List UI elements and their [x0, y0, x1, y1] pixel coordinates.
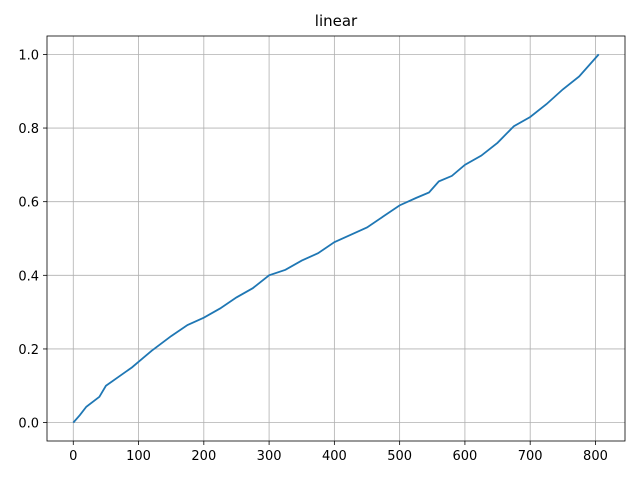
plot-frame	[46, 35, 626, 442]
x-tick-label: 400	[322, 449, 347, 464]
data-line	[72, 53, 600, 424]
x-tick-label: 500	[387, 449, 412, 464]
x-tick-label: 300	[257, 449, 282, 464]
y-tick-label: 0.2	[18, 343, 39, 358]
y-tick-label: 1.0	[18, 48, 39, 63]
x-tick-label: 600	[453, 449, 478, 464]
y-tick-label: 0.6	[18, 196, 39, 211]
x-tick-label: 100	[126, 449, 151, 464]
y-tick-label: 0.4	[18, 269, 39, 284]
x-tick-label: 200	[191, 449, 216, 464]
y-tick-label: 0.0	[18, 417, 39, 432]
x-tick-label: 0	[69, 449, 77, 464]
chart-title: linear	[315, 12, 358, 30]
y-tick-label: 0.8	[18, 122, 39, 137]
x-tick-label: 800	[583, 449, 608, 464]
x-tick-label: 700	[518, 449, 543, 464]
